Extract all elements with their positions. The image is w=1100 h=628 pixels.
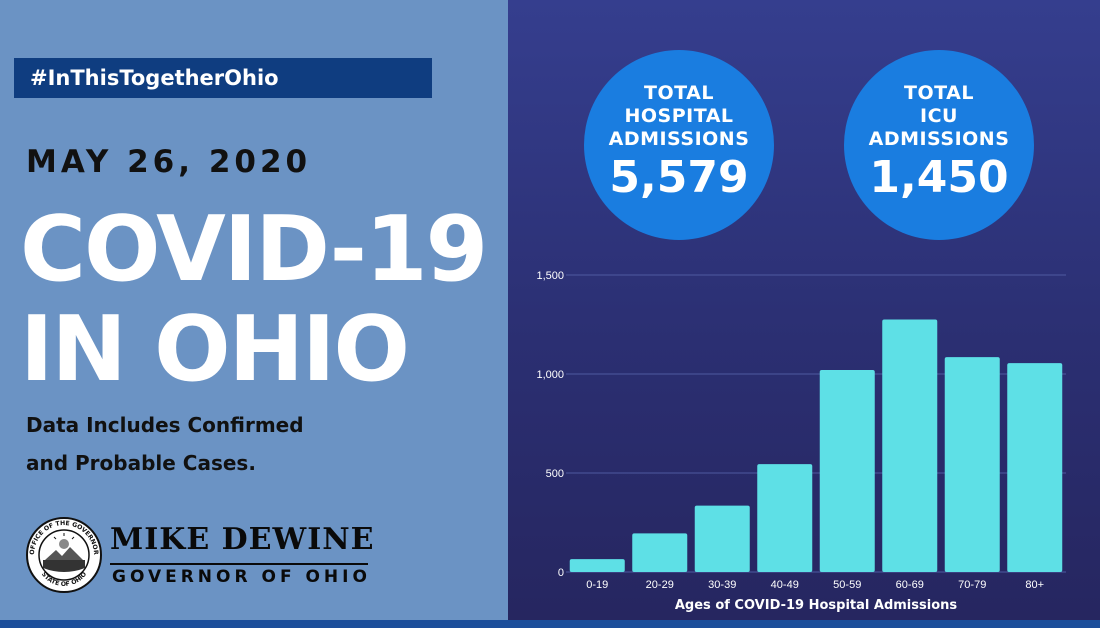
stat-label: TOTAL [644, 82, 714, 104]
x-tick-label: 40-49 [771, 579, 799, 591]
bar [944, 357, 1000, 572]
x-tick-label: 0-19 [586, 579, 608, 591]
left-panel [0, 0, 508, 620]
bar [569, 559, 625, 572]
x-tick-label: 60-69 [896, 579, 924, 591]
y-tick-label: 500 [546, 468, 564, 480]
stat-label: ADMISSIONS [608, 128, 750, 150]
governor-title: GOVERNOR OF OHIO [112, 567, 371, 587]
bar [819, 370, 875, 572]
governor-name: MIKE DEWINE [110, 522, 375, 557]
stat-label: ICU [920, 105, 958, 127]
bottom-bar [0, 620, 1100, 628]
x-tick-label: 50-59 [833, 579, 861, 591]
age-admissions-chart: 0 500 1,000 1,500 0-19 20-29 30-39 40-49 50-59 60… [536, 270, 1066, 613]
headline-line-1: COVID-19 [20, 197, 488, 302]
stat-icu-admissions: TOTAL ICU ADMISSIONS 1,450 [844, 50, 1034, 240]
headline-line-2: IN OHIO [20, 297, 410, 402]
stat-label: ADMISSIONS [868, 128, 1010, 150]
x-tick-label: 70-79 [958, 579, 986, 591]
hashtag-banner: #InThisTogetherOhio [14, 58, 432, 98]
bar [632, 533, 688, 572]
stat-hospital-admissions: TOTAL HOSPITAL ADMISSIONS 5,579 [584, 50, 774, 240]
bar [882, 319, 938, 572]
x-tick-label: 30-39 [708, 579, 736, 591]
governor-divider [110, 563, 368, 565]
x-tick-label: 20-29 [646, 579, 674, 591]
stat-value: 1,450 [869, 152, 1009, 203]
stat-value: 5,579 [609, 152, 749, 203]
note-line-2: and Probable Cases. [26, 451, 256, 475]
y-tick-label: 1,500 [536, 270, 564, 282]
bar [1007, 363, 1063, 572]
x-tick-label: 80+ [1025, 579, 1044, 591]
bar [757, 464, 813, 572]
y-tick-label: 1,000 [536, 369, 564, 381]
report-date: MAY 26, 2020 [26, 144, 312, 180]
y-tick-label: 0 [558, 567, 564, 579]
ohio-governor-seal-icon: OFFICE OF THE GOVERNOR STATE OF OHIO [26, 517, 102, 593]
x-axis-title: Ages of COVID-19 Hospital Admissions [675, 598, 958, 613]
stat-label: HOSPITAL [624, 105, 734, 127]
note-line-1: Data Includes Confirmed [26, 413, 304, 437]
stat-label: TOTAL [904, 82, 974, 104]
bar [694, 505, 750, 572]
